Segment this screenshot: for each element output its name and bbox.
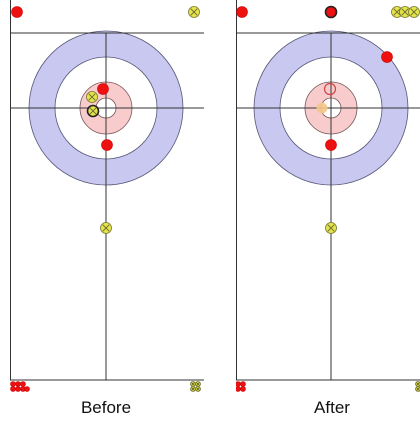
after-stone-5: [381, 51, 393, 63]
before-stored-right-3: [195, 386, 201, 392]
before-stored-left-2: [20, 381, 26, 387]
after-stored-left-0: [236, 381, 241, 387]
after-stone-3-cross: [401, 8, 409, 16]
before-stone-0: [11, 6, 23, 18]
after-label: After: [314, 398, 350, 417]
after-stored-left-0-body: [236, 381, 241, 387]
after-stored-right-0-cross: [416, 382, 420, 386]
before-stone-6: [100, 222, 112, 234]
after-stored-left-1: [240, 381, 246, 387]
before-stored-left-0-body: [10, 381, 16, 387]
before-stone-5-body: [101, 139, 113, 151]
before-stone-1: [188, 6, 200, 18]
panel-after: [236, 0, 420, 392]
before-stone-3: [86, 91, 98, 103]
after-stone-2-cross: [393, 8, 401, 16]
after-stored-left-1-body: [240, 381, 246, 387]
after-stone-1: [324, 5, 338, 19]
panel-before: [10, 0, 204, 392]
before-stored-right-2-cross: [191, 387, 195, 391]
before-stone-6-cross: [102, 224, 110, 232]
after-stone-1-body: [324, 5, 338, 19]
before-label: Before: [80, 398, 132, 417]
before-stored-right-1-cross: [196, 382, 200, 386]
after-stone-9: [325, 222, 337, 234]
after-stone-8-body: [325, 139, 337, 151]
after-stone-8: [325, 139, 337, 151]
after-stone-0-body: [236, 6, 248, 18]
before-stone-4: [86, 104, 100, 118]
before-stored-right-0: [190, 381, 196, 387]
before-stone-1-cross: [190, 8, 198, 16]
before-stone-4-cross: [89, 107, 97, 115]
before-stored-left-3: [10, 386, 16, 392]
after-stored-right-1: [415, 386, 420, 392]
before-stone-3-cross: [88, 93, 96, 101]
after-stored-right-1-cross: [416, 387, 420, 391]
before-stored-right-1: [195, 381, 201, 387]
after-stored-left-3-body: [240, 386, 246, 392]
before-stored-left-6-body: [24, 386, 30, 392]
after-stone-4: [408, 6, 420, 18]
after-stone-6-outline: [323, 82, 337, 96]
before-stored-left-0: [10, 381, 16, 387]
after-stored-left-3: [240, 386, 246, 392]
before-stored-left-6: [24, 386, 30, 392]
after-stone-0: [236, 6, 248, 18]
before-stone-2-body: [97, 83, 109, 95]
after-stored-right-0: [415, 381, 420, 387]
before-stored-left-2-body: [20, 381, 26, 387]
after-stone-7: [316, 102, 328, 114]
after-stone-5-body: [381, 51, 393, 63]
before-stored-left-4-body: [15, 386, 21, 392]
before-stored-right-0-cross: [191, 382, 195, 386]
before-stored-right-2: [190, 386, 196, 392]
after-stored-left-2: [236, 386, 241, 392]
after-stone-6: [323, 82, 337, 96]
after-stone-4-cross: [410, 8, 418, 16]
before-stone-0-body: [11, 6, 23, 18]
before-stored-left-1: [15, 381, 21, 387]
before-stored-left-1-body: [15, 381, 21, 387]
before-stone-2: [97, 83, 109, 95]
after-stone-9-cross: [327, 224, 335, 232]
before-stored-left-3-body: [10, 386, 16, 392]
after-stored-left-2-body: [236, 386, 241, 392]
before-stored-right-3-cross: [196, 387, 200, 391]
before-stone-5: [101, 139, 113, 151]
before-stored-left-4: [15, 386, 21, 392]
after-stone-7-fill: [316, 102, 328, 114]
